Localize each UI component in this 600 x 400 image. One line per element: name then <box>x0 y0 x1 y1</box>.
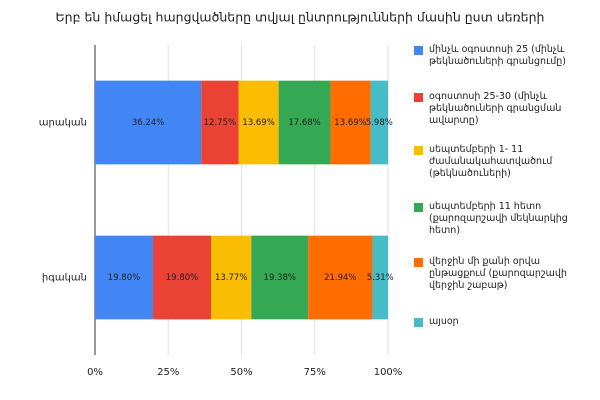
data-label: 19.80% <box>166 273 198 283</box>
data-label: 13.69% <box>334 118 366 128</box>
bar-segment <box>372 235 388 320</box>
y-tick-label: իգական <box>42 273 87 284</box>
x-tick-label: 75% <box>304 367 326 378</box>
legend-label: մինչև օգոստոսի 25 (մինչև թեկնածուների գր… <box>429 44 566 67</box>
x-tick-label: 100% <box>374 367 403 378</box>
data-label: 36.24% <box>132 118 164 128</box>
bar-segment <box>211 235 252 320</box>
legend-item: սեպտեմբերի 1- 11 ժամանակահատվածում (թեկն… <box>414 144 598 180</box>
bar-segment <box>153 235 212 320</box>
legend-item: վերջին մի քանի օրվա ընթացքում (քարոզարշա… <box>414 256 598 292</box>
data-label: 13.69% <box>242 118 274 128</box>
legend-swatch <box>414 93 423 102</box>
chart-title: Երբ են իմացել հարցվածները տվյալ ընտրությ… <box>56 10 545 25</box>
bar-segment <box>238 80 279 165</box>
data-label: 19.80% <box>108 273 140 283</box>
legend-item: սեպտեմբերի 11 հետո (քարոզարշավի մեկնարկի… <box>414 201 598 237</box>
legend-item: օգոստոսի 25-30 (մինչև թեկնածուների գրանց… <box>414 91 598 127</box>
legend-label: վերջին մի քանի օրվա ընթացքում (քարոզարշա… <box>429 256 567 291</box>
legend-label: սեպտեմբերի 11 հետո (քարոզարշավի մեկնարկի… <box>429 201 568 236</box>
bar-segment <box>95 80 202 165</box>
legend-swatch <box>414 203 423 212</box>
bar-segment <box>95 235 154 320</box>
x-tick-label: 25% <box>157 367 179 378</box>
legend-swatch <box>414 46 423 55</box>
bar-segment <box>251 235 309 320</box>
bar-segment <box>370 80 389 165</box>
legend-swatch <box>414 318 423 327</box>
data-label: 19.38% <box>264 273 296 283</box>
x-tick-label: 50% <box>230 367 252 378</box>
data-label: 21.94% <box>324 273 356 283</box>
bar-segment <box>330 80 371 165</box>
legend-item: այսօր <box>414 316 598 328</box>
legend-item: մինչև օգոստոսի 25 (մինչև թեկնածուների գր… <box>414 44 598 68</box>
legend-swatch <box>414 258 423 267</box>
legend-label: սեպտեմբերի 1- 11 ժամանակահատվածում (թեկն… <box>429 144 553 179</box>
legend-swatch <box>414 146 423 155</box>
x-tick-label: 0% <box>87 367 103 378</box>
data-label: 5.31% <box>367 273 394 283</box>
bar-segment <box>201 80 239 165</box>
legend-label: այսօր <box>429 316 459 327</box>
data-label: 12.75% <box>204 118 236 128</box>
data-label: 17.68% <box>288 118 320 128</box>
bar-segment <box>278 80 331 165</box>
data-label: 5.98% <box>366 118 393 128</box>
legend-label: օգոստոսի 25-30 (մինչև թեկնածուների գրանց… <box>429 91 562 126</box>
y-tick-label: արական <box>39 118 87 129</box>
data-label: 13.77% <box>215 273 247 283</box>
bar-segment <box>308 235 373 320</box>
